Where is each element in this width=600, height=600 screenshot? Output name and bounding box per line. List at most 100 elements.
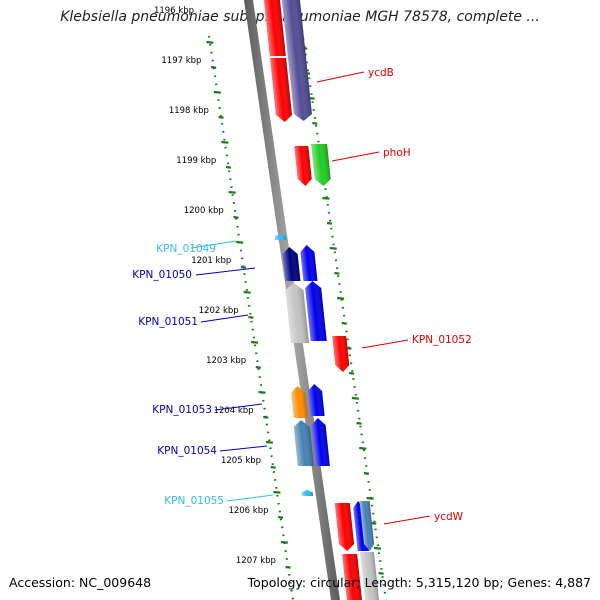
gene-label-kpn-01055[interactable]: KPN_01055 <box>164 495 224 507</box>
gene-shading <box>270 58 293 122</box>
gene-label-kpn-01051[interactable]: KPN_01051 <box>138 316 198 328</box>
gene-label-kpn-01054[interactable]: KPN_01054 <box>157 445 217 457</box>
tick-label: 1204 kbp <box>214 406 254 416</box>
gene-KPN-01052[interactable] <box>332 336 350 372</box>
gene-shading <box>280 0 306 56</box>
tick-label: 1196 kbp <box>154 6 194 16</box>
ruler-tick-mark <box>322 196 330 200</box>
leader-line <box>214 403 263 411</box>
ruler-tick-mark <box>326 221 333 225</box>
gene-KPN-01054-b[interactable] <box>311 418 330 466</box>
ruler-tick-mark <box>285 565 291 569</box>
gene-KPN-01051[interactable] <box>285 283 309 343</box>
gene-shading <box>262 0 286 56</box>
ruler-tick-mark <box>206 40 214 44</box>
gene-KPN-01051-b[interactable] <box>304 281 327 341</box>
gene-shading <box>308 384 325 416</box>
gene-shading <box>311 144 331 186</box>
gene-shading <box>359 501 375 551</box>
gene-ycdW-c[interactable] <box>359 501 375 551</box>
ruler-tick-mark <box>273 490 281 494</box>
tick-label: 1206 kbp <box>228 506 268 516</box>
gene-features[interactable] <box>262 0 381 600</box>
ruler-tick-mark <box>371 521 377 525</box>
ruler-tick-mark <box>255 365 261 369</box>
ruler-tick-labels: 1196 kbp 1197 kbp 1198 kbp 1199 kbp 1200 kbp… <box>154 6 276 566</box>
gene-ycdB[interactable] <box>270 58 293 122</box>
leader-line <box>219 445 268 452</box>
gene-ycdW[interactable] <box>334 503 355 551</box>
ruler-tick-mark <box>329 246 337 250</box>
gene-label-kpn-01049[interactable]: KPN_01049 <box>156 243 216 255</box>
gene-green[interactable] <box>311 144 331 186</box>
leader-line <box>190 240 237 249</box>
tick-label: 1201 kbp <box>191 256 231 266</box>
gene-shading <box>332 336 350 372</box>
gene-label-phoh[interactable]: phoH <box>383 147 411 159</box>
gene-downstream-b[interactable] <box>359 552 381 600</box>
gene-ycdB-upstream[interactable] <box>262 0 286 56</box>
ruler-tick-mark <box>265 440 274 444</box>
gene-shading <box>287 55 312 121</box>
gene-KPN-01054[interactable] <box>293 420 314 466</box>
gene-label-kpn-01053[interactable]: KPN_01053 <box>152 404 212 416</box>
tick-label: 1202 kbp <box>199 306 239 316</box>
gene-KPN-01049[interactable] <box>274 234 287 240</box>
leader-line <box>195 267 256 276</box>
ruler-tick-mark <box>366 496 374 500</box>
ruler-tick-mark <box>258 390 266 394</box>
ruler-tick-mark <box>349 371 355 375</box>
ruler-tick-mark <box>312 121 318 125</box>
gene-shading <box>282 247 301 281</box>
leader-line <box>316 71 365 83</box>
ruler-tick-mark <box>356 421 362 425</box>
ruler-tick-mark <box>263 415 269 419</box>
ruler-tick-mark <box>351 396 359 400</box>
ruler-tick-mark <box>363 471 370 475</box>
ruler-tick-mark <box>250 340 259 344</box>
gene-KPN-01050-b[interactable] <box>300 245 318 281</box>
ruler-tick-mark <box>221 140 229 144</box>
ruler-tick-mark <box>213 90 221 94</box>
gene-shading <box>300 245 318 281</box>
tick-label: 1200 kbp <box>184 206 224 216</box>
gene-label-ycdb[interactable]: ycdB <box>368 67 394 79</box>
accession-text: Accession: NC_009648 <box>9 575 152 590</box>
gene-KPN-01053-b[interactable] <box>307 384 325 416</box>
gene-shading <box>342 554 364 600</box>
ruler-tick-mark <box>243 290 251 294</box>
ruler-tick-mark <box>228 190 236 194</box>
gene-KPN-01050[interactable] <box>282 247 301 281</box>
gene-label-kpn-01050[interactable]: KPN_01050 <box>132 269 192 281</box>
leader-line <box>226 494 274 502</box>
tick-label: 1198 kbp <box>169 106 209 116</box>
gene-shading <box>293 420 314 466</box>
genome-stats-text: Topology: circular; Length: 5,315,120 bp… <box>247 575 591 590</box>
ruler-tick-mark <box>341 321 347 325</box>
ruler-tick-mark <box>236 240 244 244</box>
gene-shading <box>305 281 327 341</box>
ruler-tick-mark <box>359 446 367 450</box>
gene-shading <box>301 490 314 496</box>
tick-label: 1205 kbp <box>221 456 261 466</box>
gene-shading <box>294 146 312 186</box>
gene-slate[interactable] <box>287 55 313 121</box>
ruler-tick-mark <box>233 215 239 219</box>
gene-downstream[interactable] <box>342 554 364 600</box>
ruler-tick-mark <box>277 515 284 519</box>
gene-KPN-01055[interactable] <box>301 490 314 496</box>
ruler-tick-mark <box>270 465 276 469</box>
ruler-tick-mark <box>373 546 382 550</box>
gene-slate-upstream[interactable] <box>280 0 306 56</box>
gene-phoH[interactable] <box>294 146 312 186</box>
tick-label: 1199 kbp <box>176 156 216 166</box>
gene-label-kpn-01052[interactable]: KPN_01052 <box>412 334 472 346</box>
gene-labels[interactable]: ycdB phoH KPN_01049 KPN_01050 KPN_01051 KPN_0… <box>132 67 471 523</box>
gene-KPN-01053[interactable] <box>290 386 308 418</box>
ruler-tick-mark <box>334 271 340 275</box>
gene-label-ycdw[interactable]: ycdW <box>434 511 464 523</box>
ruler-tick-mark <box>240 265 247 269</box>
ruler-tick-mark <box>218 115 224 119</box>
